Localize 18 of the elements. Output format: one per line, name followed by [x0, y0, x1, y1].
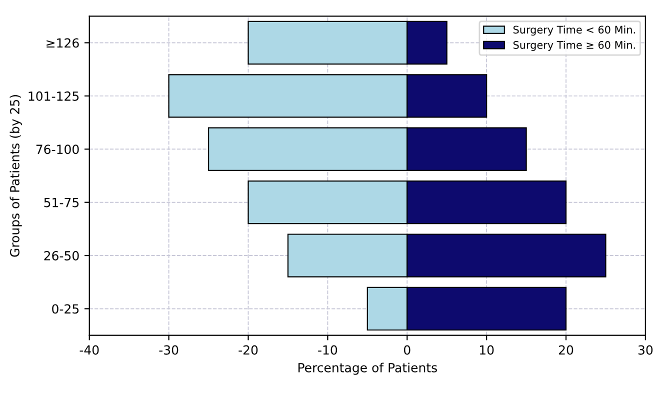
- legend-label: Surgery Time ≥ 60 Min.: [513, 40, 635, 51]
- y-tick-label: 76-100: [36, 144, 79, 154]
- x-tick-label: 20: [558, 345, 574, 355]
- y-tick-label: 51-75: [44, 198, 79, 208]
- y-tick-label: ≥126: [46, 38, 79, 48]
- x-tick-label: -20: [238, 345, 258, 355]
- x-axis-title: Percentage of Patients: [298, 362, 437, 375]
- legend-label: Surgery Time < 60 Min.: [513, 26, 635, 36]
- y-tick-label: 101-125: [28, 91, 79, 101]
- x-tick-label: 30: [638, 345, 653, 355]
- x-tick-label: -10: [318, 345, 338, 355]
- x-tick-label: -40: [80, 345, 99, 355]
- x-tick-label: 0: [404, 345, 410, 355]
- y-axis-title: Groups of Patients (by 25): [10, 95, 22, 257]
- y-tick-label: 26-50: [44, 251, 79, 260]
- x-tick-label: 10: [480, 345, 494, 355]
- y-tick-label: 0-25: [52, 304, 79, 314]
- x-tick-label: -30: [159, 345, 178, 355]
